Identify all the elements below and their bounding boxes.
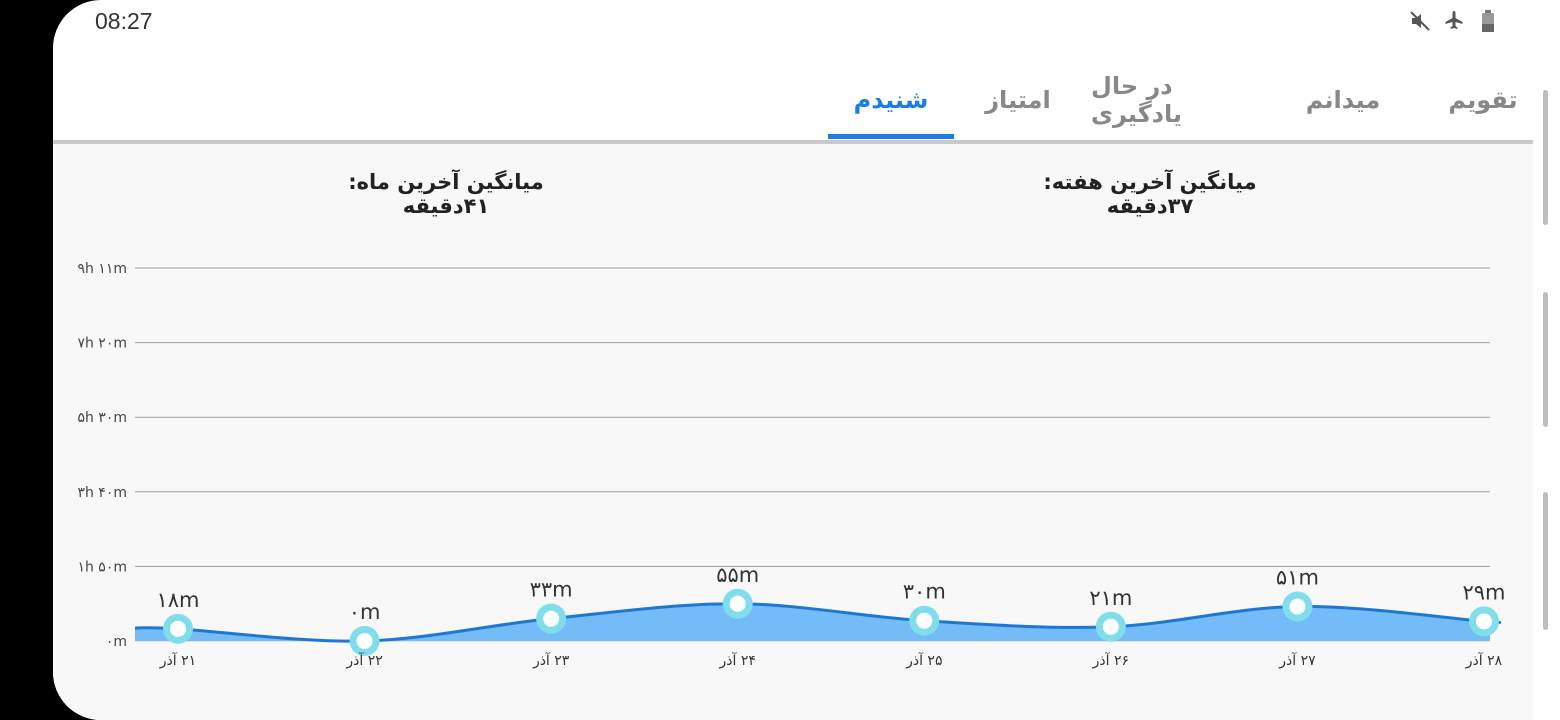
data-point — [729, 595, 746, 612]
data-point — [170, 620, 186, 637]
x-tick-label: ۲۴ آذر — [719, 652, 756, 669]
chart-line — [134, 602, 1502, 643]
x-tick-label: ۲۸ آذر — [1465, 652, 1503, 669]
tab-learning[interactable]: در حال یادگیری — [1091, 72, 1183, 128]
active-tab-indicator — [828, 134, 954, 139]
data-point — [1289, 598, 1306, 615]
status-icons — [1408, 9, 1500, 33]
value-label: ۳۰m — [903, 580, 946, 604]
data-point — [356, 633, 373, 649]
mute-icon — [1408, 9, 1432, 33]
y-tick-label: ۱h ۵۰m — [77, 559, 127, 575]
y-tick-label: ۵h ۳۰m — [77, 410, 127, 426]
data-point — [543, 610, 560, 627]
y-tick-label: ۹h ۱۱m — [77, 261, 127, 277]
tab-score[interactable]: امتیاز — [985, 86, 1051, 114]
tab-heard[interactable]: شنیدم — [853, 86, 929, 114]
y-tick-label: ۰m — [106, 634, 127, 650]
x-tick-label: ۲۳ آذر — [532, 652, 570, 669]
value-label: ۲۱m — [1089, 586, 1132, 610]
app-screen: 08:27 تقویم میدانم در حال یادگیری امتیاز… — [53, 0, 1560, 720]
tab-bar: تقویم میدانم در حال یادگیری امتیاز شنیدم — [53, 60, 1533, 140]
value-label: ۰m — [349, 600, 381, 624]
tab-calendar[interactable]: تقویم — [1448, 86, 1518, 114]
data-point — [1476, 613, 1492, 630]
listening-chart: ۰m ۱h ۵۰m ۳h ۴۰m ۵h ۳۰m ۷h ۲۰m ۹h ۱۱m ۱۸m ۲۱ آذ… — [77, 261, 1505, 669]
value-label: ۵۱m — [1276, 565, 1319, 589]
data-point — [916, 612, 933, 629]
value-label: ۲۹m — [1462, 580, 1505, 604]
scrollbar-top[interactable] — [1543, 90, 1548, 225]
stats-panel: میانگین آخرین هفته: ۳۷دقیقه میانگین آخری… — [53, 144, 1533, 720]
chart-area — [135, 603, 1500, 642]
x-tick-label: ۲۶ آذر — [1092, 652, 1129, 669]
x-tick-label: ۲۱ آذر — [159, 652, 196, 669]
monthly-average: میانگین آخرین ماه: ۴۱دقیقه — [348, 170, 544, 218]
x-tick-label: ۲۵ آذر — [905, 652, 942, 669]
value-label: ۵۵m — [716, 563, 759, 587]
x-tick-label: ۲۷ آذر — [1278, 652, 1316, 669]
status-time: 08:27 — [95, 8, 153, 34]
y-tick-label: ۳h ۴۰m — [77, 485, 127, 501]
weekly-average: میانگین آخرین هفته: ۳۷دقیقه — [1043, 170, 1257, 218]
tab-i-know[interactable]: میدانم — [1305, 86, 1381, 114]
value-label: ۳۳m — [530, 578, 573, 602]
airplane-icon — [1442, 9, 1466, 33]
scrollbar-bottom[interactable] — [1543, 492, 1548, 630]
x-tick-label: ۲۲ آذر — [345, 652, 382, 669]
scrollbar-middle[interactable] — [1543, 292, 1548, 427]
battery-icon — [1476, 9, 1500, 33]
y-tick-label: ۷h ۲۰m — [77, 336, 127, 352]
tabs-divider — [53, 140, 1533, 144]
value-label: ۱۸m — [156, 588, 199, 612]
data-point — [1102, 618, 1119, 635]
